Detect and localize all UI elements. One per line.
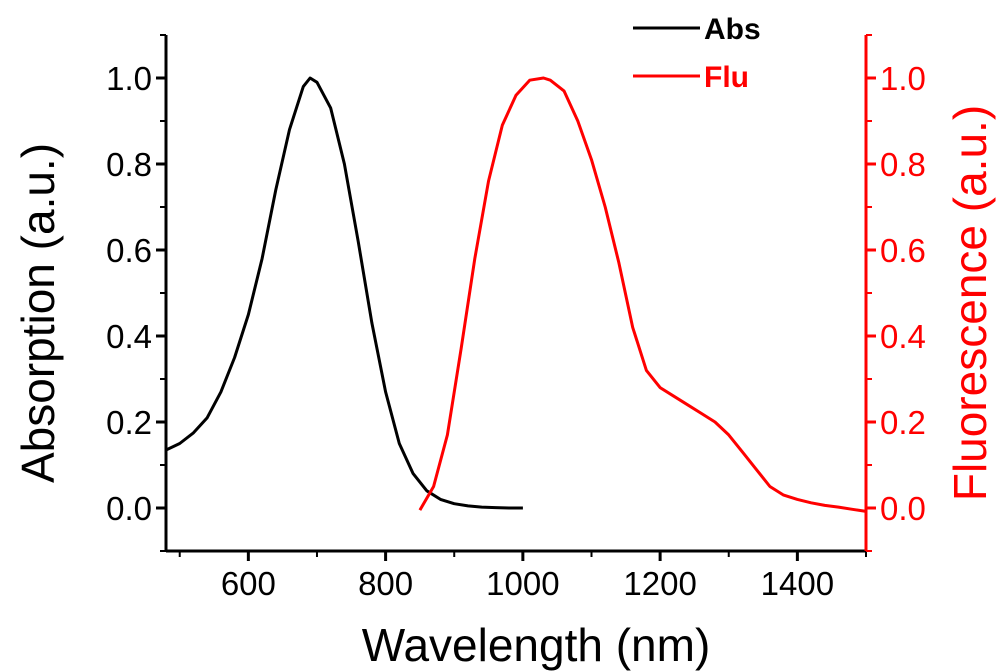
y-left-tick-label: 1.0	[106, 60, 152, 97]
y-right-tick-label: 0.2	[880, 404, 926, 441]
legend-label-abs: Abs	[704, 13, 761, 46]
y-left-axis-title: Absorption (a.u.)	[12, 143, 64, 483]
x-tick-label: 1000	[486, 565, 559, 602]
y-left-tick-label: 0.6	[106, 232, 152, 269]
series-line-flu	[418, 76, 867, 513]
x-tick-label: 600	[221, 565, 276, 602]
y-left-tick-label: 0.2	[106, 404, 152, 441]
axes: 600 800 1000 1200 1400 0.0 0.0 0.2 0.2 0.4 0.4 0.6 0…	[12, 34, 996, 671]
y-right-axis-title: Fluorescence (a.u.)	[944, 105, 996, 501]
y-left-tick-label: 0.0	[106, 490, 152, 527]
y-right-tick-label: 1.0	[880, 60, 926, 97]
series-line-abs	[166, 76, 523, 510]
y-left-tick-label: 0.8	[106, 146, 152, 183]
y-left-tick-label: 0.4	[106, 318, 152, 355]
y-right-tick-label: 0.0	[880, 490, 926, 527]
legend: Abs Flu	[633, 13, 761, 94]
x-tick-label: 1400	[761, 565, 834, 602]
y-right-tick-label: 0.8	[880, 146, 926, 183]
x-tick-label: 800	[358, 565, 413, 602]
legend-label-flu: Flu	[704, 61, 749, 94]
y-right-tick-label: 0.6	[880, 232, 926, 269]
plot-area	[166, 76, 867, 513]
y-right-tick-label: 0.4	[880, 318, 926, 355]
x-tick-label: 1200	[623, 565, 696, 602]
x-axis-title: Wavelength (nm)	[362, 619, 711, 671]
